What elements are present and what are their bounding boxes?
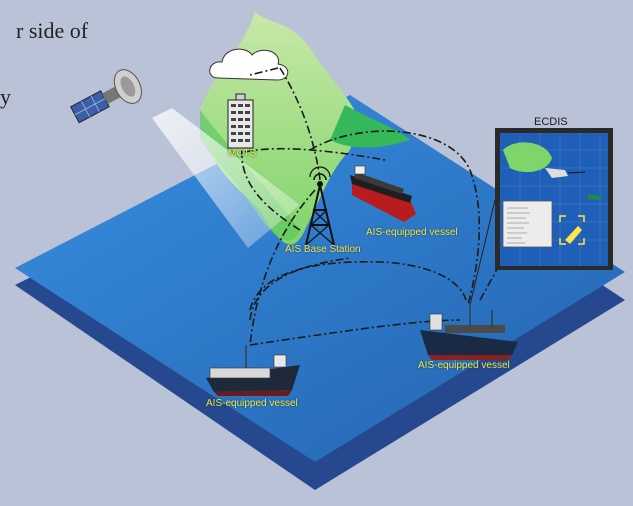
communication-links [241,67,506,346]
satellite-coverage-beam [152,108,300,248]
ais-base-station-tower-icon [305,166,335,246]
ecdis-display [469,128,613,306]
ais-base-station-label: AIS Base Station [285,244,361,255]
vessel-top-label: AIS-equipped vessel [366,227,458,238]
mcts-building-icon [227,93,254,149]
vessel-left-label: AIS-equipped vessel [206,398,298,409]
background-text-line-2: y [0,84,11,109]
vessel-top-ship-icon [350,165,416,222]
mcts-label: MCTS [228,148,257,159]
background-text-line-1: r side of [16,18,89,43]
satellite-icon [70,69,142,124]
vessel-left-ship-icon [206,345,300,396]
ecdis-title: ECDIS [534,116,568,128]
vessel-right-label: AIS-equipped vessel [418,360,510,371]
sea-upper-layer [15,95,625,462]
cloud-icon [209,48,289,81]
vessel-right-ship-icon [420,305,518,360]
